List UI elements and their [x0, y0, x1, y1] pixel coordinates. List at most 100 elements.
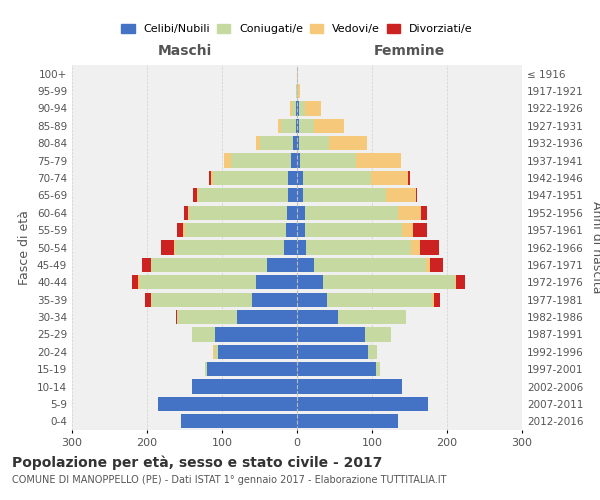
Bar — [256, 136, 260, 150]
Bar — [338, 310, 406, 324]
Bar — [177, 310, 237, 324]
Bar — [205, 362, 207, 376]
Bar — [198, 188, 288, 202]
Bar — [139, 275, 256, 289]
Bar — [184, 206, 187, 220]
Text: Popolazione per età, sesso e stato civile - 2017: Popolazione per età, sesso e stato civil… — [12, 455, 382, 469]
Bar — [305, 206, 398, 220]
Bar — [368, 344, 377, 359]
Bar — [297, 84, 298, 98]
Bar — [223, 154, 231, 168]
Bar — [297, 344, 368, 359]
Y-axis label: Anni di nascita: Anni di nascita — [590, 201, 600, 294]
Bar — [365, 328, 391, 342]
Bar — [213, 171, 288, 185]
Bar — [297, 154, 300, 168]
Bar — [145, 292, 151, 307]
Bar — [303, 188, 386, 202]
Bar — [209, 171, 211, 185]
Bar — [371, 171, 408, 185]
Bar — [402, 223, 413, 237]
Bar — [297, 206, 305, 220]
Bar — [297, 188, 303, 202]
Bar — [237, 310, 297, 324]
Bar — [297, 397, 428, 411]
Bar — [296, 118, 297, 133]
Bar — [327, 292, 432, 307]
Bar — [420, 240, 439, 254]
Bar — [267, 258, 297, 272]
Bar — [415, 188, 417, 202]
Bar — [231, 154, 291, 168]
Bar — [292, 102, 296, 116]
Bar — [297, 118, 299, 133]
Bar — [286, 223, 297, 237]
Bar — [218, 344, 297, 359]
Bar — [386, 188, 415, 202]
Bar — [181, 414, 297, 428]
Bar — [185, 223, 286, 237]
Bar — [132, 275, 138, 289]
Bar — [433, 292, 439, 307]
Bar — [297, 380, 402, 394]
Bar — [376, 362, 380, 376]
Bar — [215, 344, 218, 359]
Bar — [252, 292, 297, 307]
Bar — [192, 328, 215, 342]
Text: COMUNE DI MANOPPELLO (PE) - Dati ISTAT 1° gennaio 2017 - Elaborazione TUTTITALIA: COMUNE DI MANOPPELLO (PE) - Dati ISTAT 1… — [12, 475, 446, 485]
Bar — [426, 258, 430, 272]
Bar — [215, 328, 297, 342]
Bar — [278, 118, 281, 133]
Bar — [356, 154, 401, 168]
Bar — [297, 414, 398, 428]
Bar — [299, 136, 329, 150]
Bar — [297, 310, 338, 324]
Bar — [408, 171, 409, 185]
Bar — [288, 188, 297, 202]
Bar — [290, 102, 292, 116]
Bar — [296, 102, 297, 116]
Bar — [413, 223, 427, 237]
Bar — [138, 275, 139, 289]
Bar — [174, 240, 175, 254]
Bar — [305, 102, 321, 116]
Bar — [297, 258, 314, 272]
Bar — [298, 84, 300, 98]
Bar — [314, 258, 426, 272]
Bar — [281, 118, 296, 133]
Bar — [329, 136, 367, 150]
Legend: Celibi/Nubili, Coniugati/e, Vedovi/e, Divorziati/e: Celibi/Nubili, Coniugati/e, Vedovi/e, Di… — [117, 20, 477, 39]
Bar — [151, 292, 252, 307]
Bar — [299, 118, 314, 133]
Bar — [161, 240, 174, 254]
Bar — [297, 292, 327, 307]
Bar — [187, 206, 189, 220]
Bar — [142, 258, 151, 272]
Y-axis label: Fasce di età: Fasce di età — [19, 210, 31, 285]
Bar — [323, 275, 455, 289]
Bar — [297, 275, 323, 289]
Bar — [197, 188, 198, 202]
Bar — [398, 206, 421, 220]
Bar — [211, 171, 213, 185]
Bar — [300, 154, 356, 168]
Bar — [293, 136, 297, 150]
Bar — [192, 380, 297, 394]
Bar — [256, 275, 297, 289]
Bar — [305, 223, 402, 237]
Bar — [297, 102, 299, 116]
Bar — [297, 328, 365, 342]
Bar — [297, 66, 298, 81]
Bar — [213, 344, 215, 359]
Bar — [297, 223, 305, 237]
Bar — [260, 136, 293, 150]
Bar — [287, 206, 297, 220]
Bar — [177, 223, 183, 237]
Bar — [284, 240, 297, 254]
Bar — [430, 258, 443, 272]
Text: Femmine: Femmine — [374, 44, 445, 58]
Bar — [297, 362, 376, 376]
Bar — [421, 206, 427, 220]
Bar — [432, 292, 433, 307]
Bar — [296, 84, 297, 98]
